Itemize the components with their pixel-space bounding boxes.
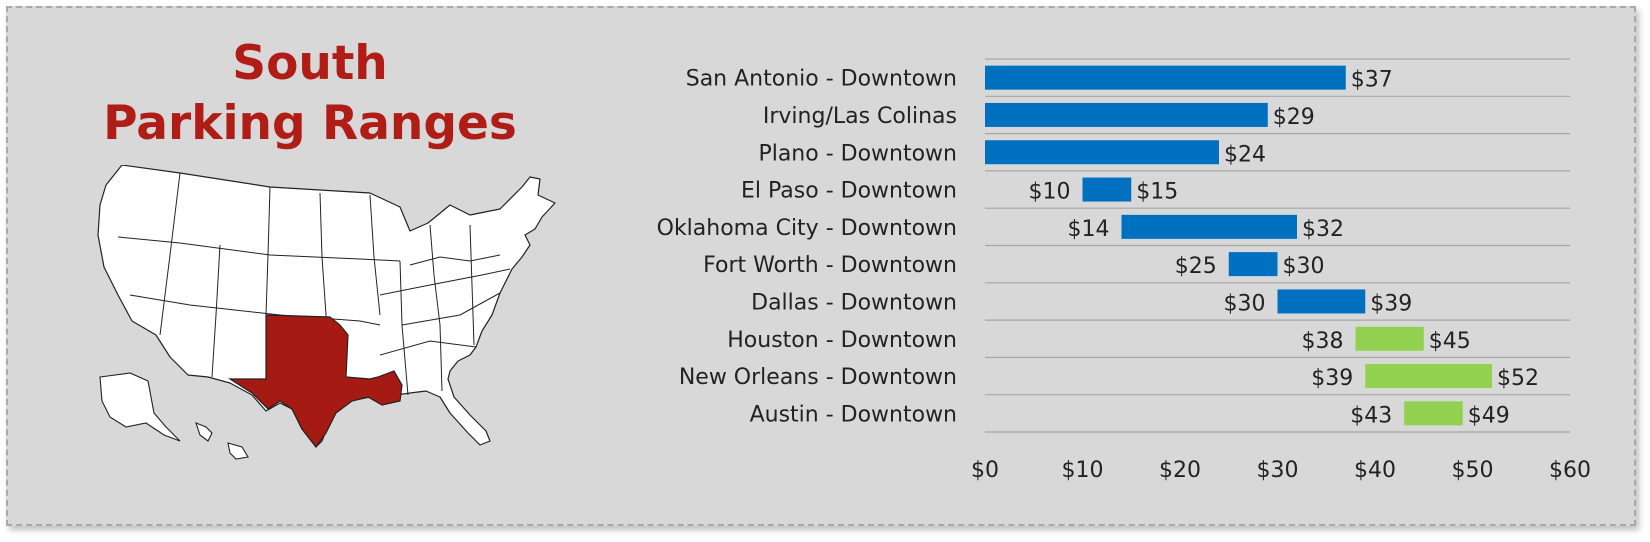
category-label: El Paso - Downtown bbox=[741, 179, 957, 204]
category-label: San Antonio - Downtown bbox=[686, 67, 957, 92]
x-tick-label: $50 bbox=[1452, 458, 1494, 483]
category-label: Fort Worth - Downtown bbox=[703, 253, 957, 278]
range-bar bbox=[1365, 364, 1492, 389]
chart-title: South Parking Ranges bbox=[95, 34, 525, 154]
bar-start-label: $30 bbox=[1224, 291, 1266, 316]
category-label: Plano - Downtown bbox=[758, 141, 957, 166]
bar-end-label: $15 bbox=[1136, 180, 1178, 205]
category-label: Oklahoma City - Downtown bbox=[657, 216, 957, 241]
bar-end-label: $29 bbox=[1273, 105, 1315, 130]
x-tick-label: $0 bbox=[971, 458, 999, 483]
us-map bbox=[97, 165, 556, 460]
bar-start-label: $43 bbox=[1350, 403, 1392, 428]
bar-start-label: $10 bbox=[1029, 180, 1071, 205]
bar-end-label: $45 bbox=[1429, 329, 1471, 354]
bar-end-label: $30 bbox=[1283, 254, 1325, 279]
range-bar bbox=[1121, 214, 1297, 239]
bar-start-label: $25 bbox=[1175, 254, 1217, 279]
title-line-1: South bbox=[232, 36, 388, 91]
state-borders bbox=[117, 172, 511, 396]
category-label: New Orleans - Downtown bbox=[679, 365, 957, 390]
x-tick-label: $20 bbox=[1159, 458, 1201, 483]
bar-end-label: $24 bbox=[1224, 142, 1266, 167]
highlighted-region bbox=[227, 314, 403, 449]
category-label: Houston - Downtown bbox=[727, 328, 957, 353]
x-tick-label: $10 bbox=[1062, 458, 1104, 483]
bar-start-label: $39 bbox=[1311, 366, 1353, 391]
x-tick-label: $30 bbox=[1257, 458, 1299, 483]
range-bar bbox=[985, 65, 1346, 90]
range-bar bbox=[1355, 326, 1424, 351]
x-tick-label: $60 bbox=[1549, 458, 1591, 483]
range-bar bbox=[1277, 289, 1366, 314]
category-label: Irving/Las Colinas bbox=[763, 104, 957, 129]
bar-end-label: $52 bbox=[1497, 366, 1539, 391]
range-bar bbox=[985, 140, 1219, 165]
range-bar bbox=[1404, 401, 1463, 426]
bar-end-label: $37 bbox=[1351, 68, 1393, 93]
x-tick-label: $40 bbox=[1354, 458, 1396, 483]
category-label: Dallas - Downtown bbox=[751, 290, 957, 315]
range-bar bbox=[1082, 177, 1132, 202]
bar-start-label: $38 bbox=[1302, 329, 1344, 354]
range-bar bbox=[1228, 252, 1278, 277]
alaska-hawaii-inset bbox=[99, 372, 249, 460]
bar-end-label: $49 bbox=[1468, 403, 1510, 428]
bar-end-label: $39 bbox=[1370, 291, 1412, 316]
range-bar bbox=[985, 102, 1268, 127]
category-label: Austin - Downtown bbox=[750, 402, 957, 427]
title-line-2: Parking Ranges bbox=[103, 96, 517, 151]
bar-end-label: $32 bbox=[1302, 217, 1344, 242]
bar-start-label: $14 bbox=[1068, 217, 1110, 242]
